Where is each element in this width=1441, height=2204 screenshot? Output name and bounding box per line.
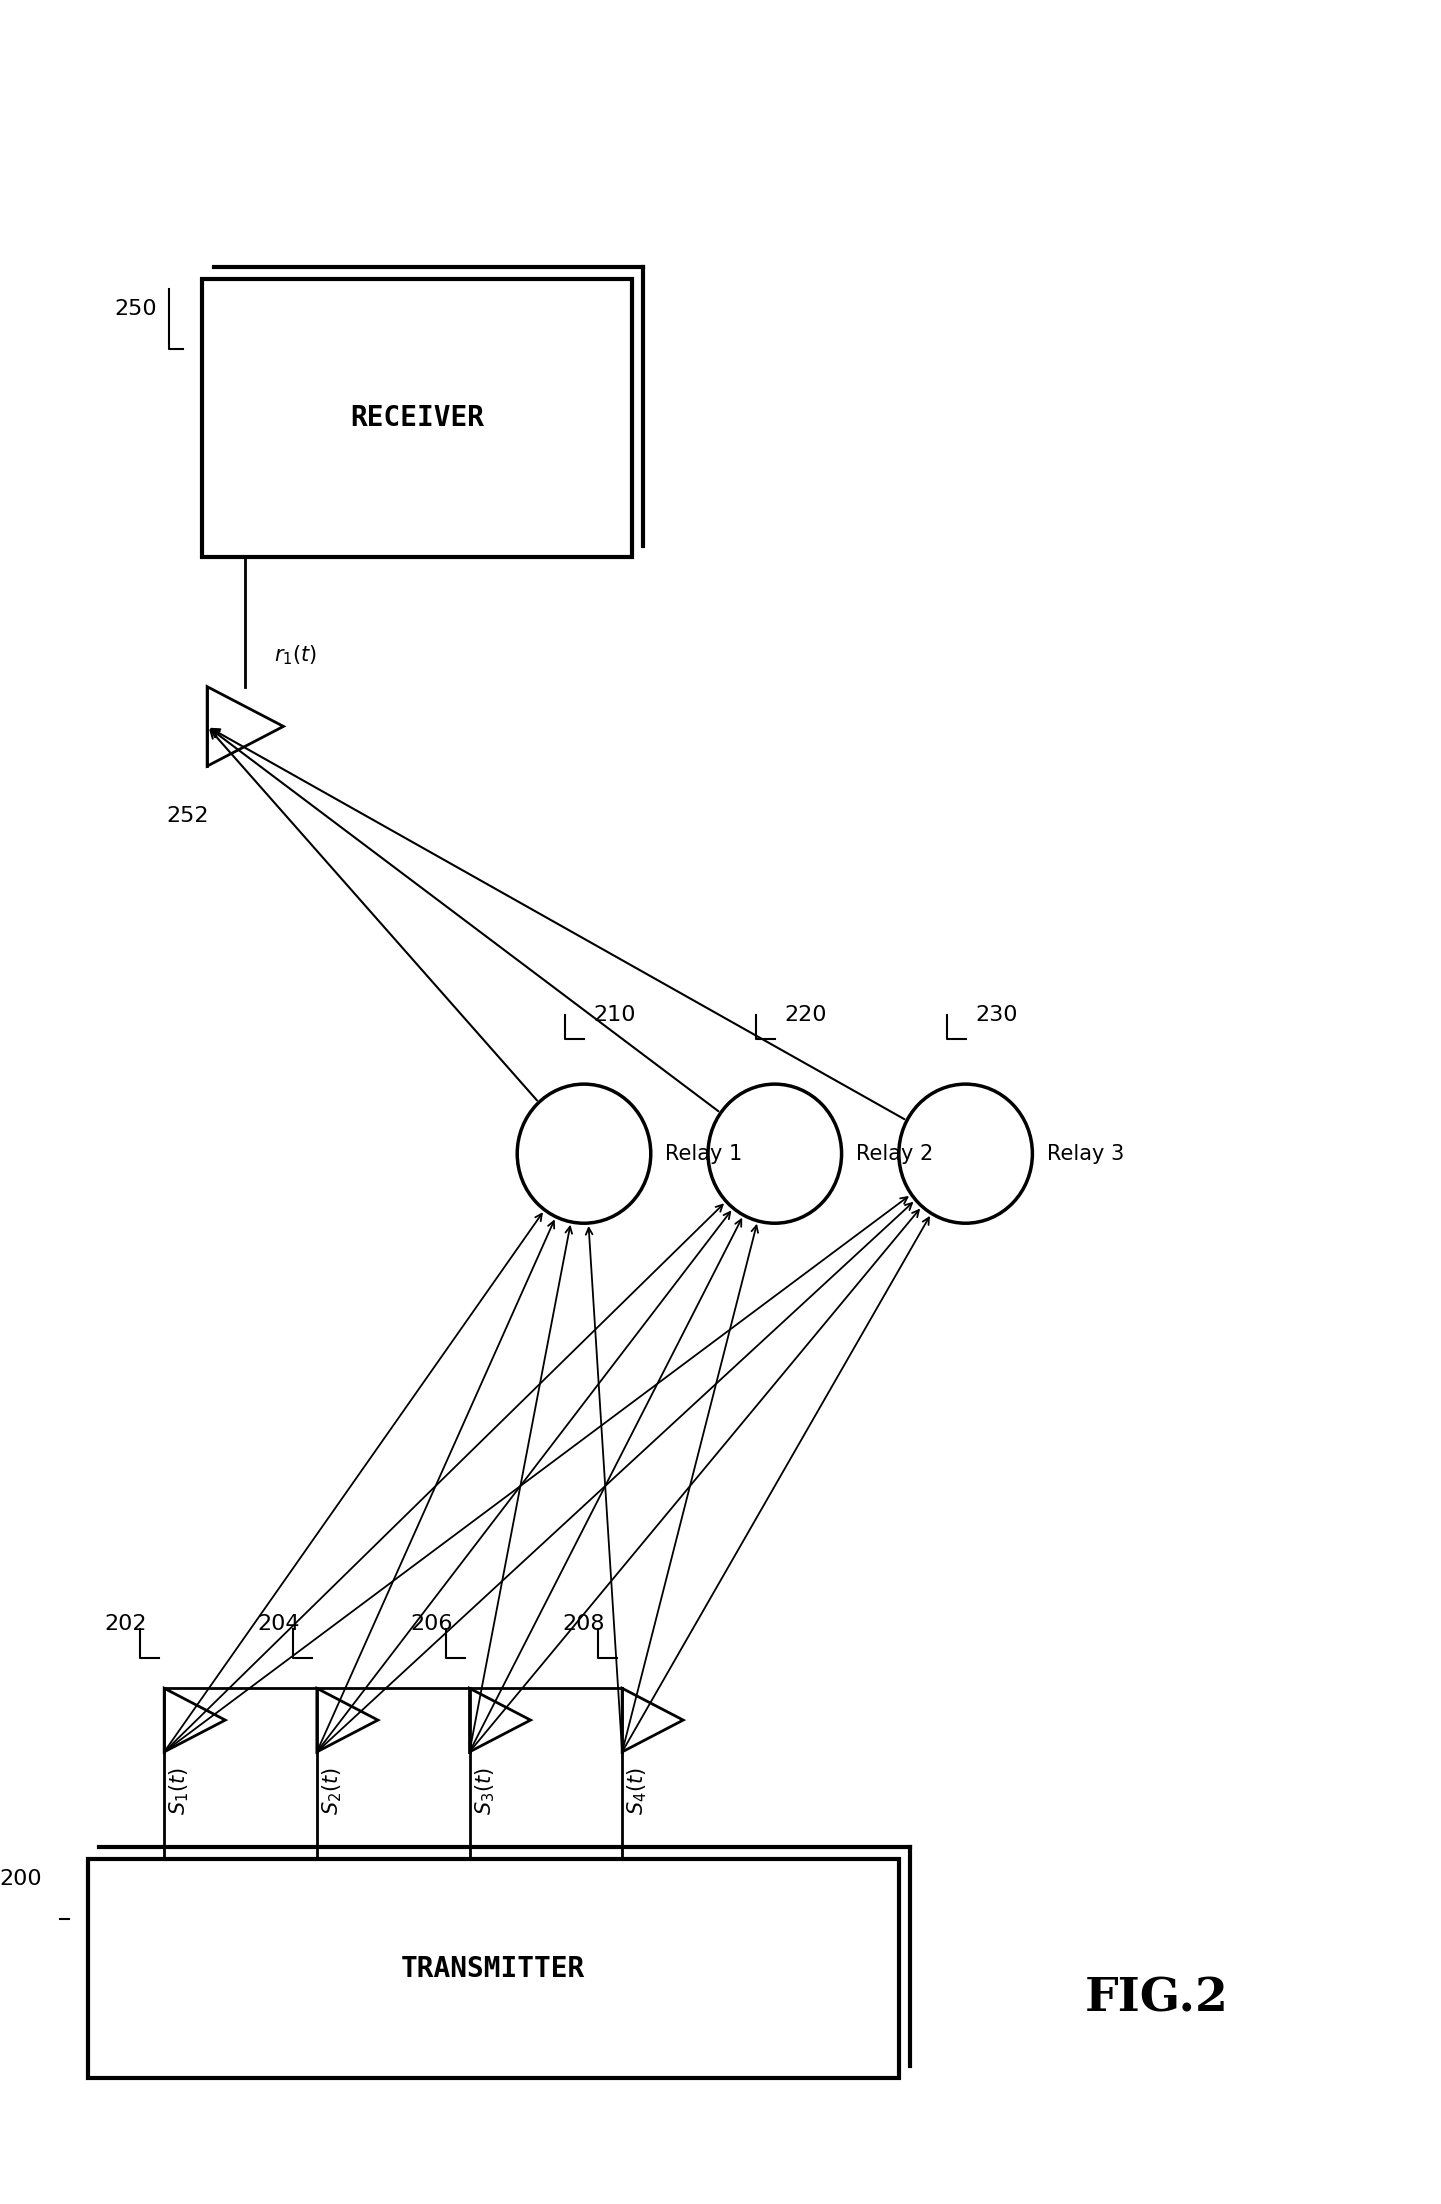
Text: 220: 220 [784,1005,827,1025]
Text: Relay 1: Relay 1 [666,1144,742,1164]
Circle shape [517,1084,651,1223]
Text: $S_3(t)$: $S_3(t)$ [473,1768,497,1814]
Text: 204: 204 [258,1613,300,1633]
Circle shape [708,1084,842,1223]
Text: 206: 206 [411,1613,452,1633]
Text: 210: 210 [594,1005,635,1025]
Text: 250: 250 [114,300,157,320]
Circle shape [899,1084,1032,1223]
Bar [88,1860,899,2078]
Text: RECEIVER: RECEIVER [350,403,484,432]
Text: FIG.2: FIG.2 [1085,1975,1228,2021]
Text: Relay 2: Relay 2 [856,1144,934,1164]
Text: Relay 3: Relay 3 [1046,1144,1124,1164]
Text: 252: 252 [167,807,209,826]
Text: 208: 208 [563,1613,605,1633]
Text: $S_1(t)$: $S_1(t)$ [167,1768,192,1814]
Text: 202: 202 [105,1613,147,1633]
Text: 200: 200 [0,1869,42,1889]
Text: $r_1(t)$: $r_1(t)$ [274,644,317,668]
Bar [202,280,631,558]
Text: $S_2(t)$: $S_2(t)$ [320,1768,344,1814]
Text: TRANSMITTER: TRANSMITTER [401,1955,585,1984]
Text: 230: 230 [976,1005,1017,1025]
Text: $S_4(t)$: $S_4(t)$ [625,1768,650,1814]
